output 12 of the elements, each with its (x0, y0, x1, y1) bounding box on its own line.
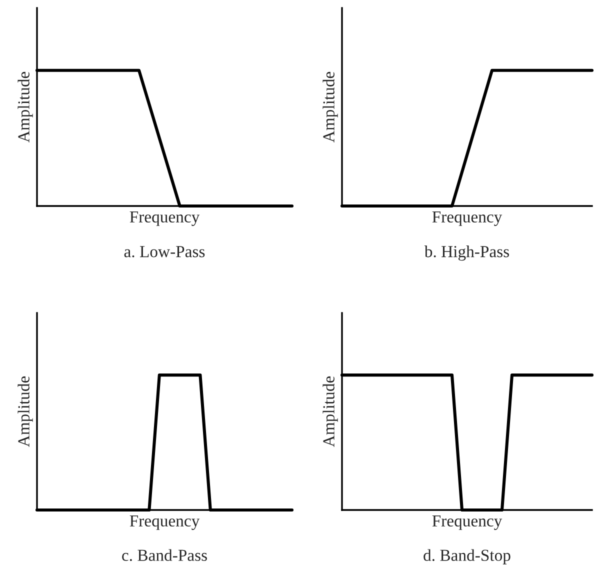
x-axis-title: Frequency (130, 211, 200, 226)
text: d. Band-Stop (424, 549, 510, 564)
y-axis-title: Amplitude (18, 376, 33, 447)
text: b. High-Pass (424, 246, 509, 261)
y-axis-title: Amplitude (322, 376, 338, 447)
y-axis-title: Amplitude (322, 72, 338, 142)
text: a. Low-Pass (124, 246, 205, 258)
text: c. Band-Pass (122, 549, 207, 562)
x-axis-title: Frequency (130, 515, 200, 530)
y-axis-title: Amplitude (18, 72, 33, 142)
x-axis-title: Frequency (432, 211, 502, 226)
x-axis-title: Frequency (432, 515, 502, 530)
